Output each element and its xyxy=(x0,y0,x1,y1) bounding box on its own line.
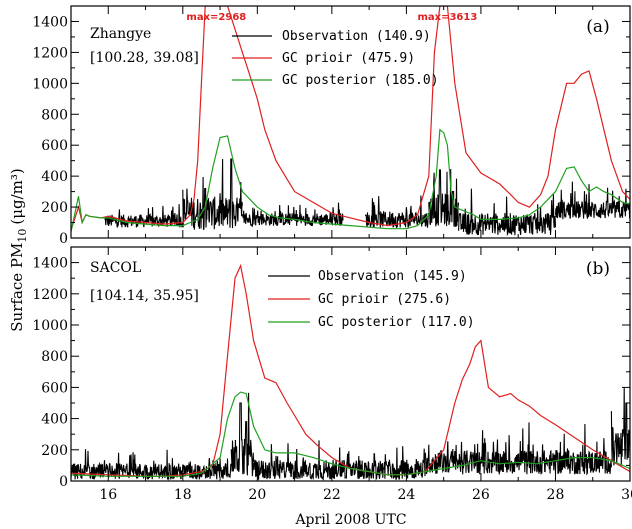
y-tick-label-b: 1400 xyxy=(32,256,68,272)
legend-label-prior: GC prioir (475.9) xyxy=(282,51,415,66)
x-tick-label: 26 xyxy=(472,487,490,503)
legend-a: Observation (140.9) GC prioir (475.9) GC p… xyxy=(232,29,439,88)
y-tick-label-b: 0 xyxy=(59,474,68,490)
legend-label-posterior: GC posterior (117.0) xyxy=(318,315,475,330)
observation-line-a-0 xyxy=(104,204,184,228)
max-annotation: max=2968 xyxy=(186,12,246,23)
x-axis-label: April 2008 UTC xyxy=(294,512,406,528)
posterior-line-b xyxy=(71,391,630,477)
observation-line-a-1 xyxy=(182,158,243,231)
observation-line-a-5 xyxy=(458,188,557,237)
y-tick-label-a: 1200 xyxy=(32,45,68,61)
observation-line-b-0 xyxy=(71,449,232,481)
legend-label-observation: Observation (140.9) xyxy=(282,29,431,44)
legend-b: Observation (145.9) GC prioir (275.6) GC p… xyxy=(268,269,475,330)
station-name-b: SACOL xyxy=(90,260,141,276)
station-name-a: Zhangye xyxy=(90,26,151,42)
legend-label-observation: Observation (145.9) xyxy=(318,269,467,284)
x-tick-label: 18 xyxy=(174,487,192,503)
y-tick-label-a: 1400 xyxy=(32,14,68,30)
panel-a: 0 200 400 600 800 1000 1200 1400 max=2968 max=361… xyxy=(32,5,631,247)
max-annotation: max=3613 xyxy=(417,12,477,23)
x-tick-label: 24 xyxy=(397,487,415,503)
observation-line-b-3 xyxy=(424,422,612,476)
y-tick-label-b: 400 xyxy=(41,412,68,428)
observation-line-a-3 xyxy=(364,195,430,228)
y-tick-label-b: 1200 xyxy=(32,287,68,303)
y-tick-label-a: 400 xyxy=(41,169,68,185)
y-tick-label-a: 600 xyxy=(41,138,68,154)
y-tick-label-b: 800 xyxy=(41,349,68,365)
posterior-line-a xyxy=(71,128,630,232)
station-coords-b: [104.14, 35.95] xyxy=(90,288,199,304)
station-coords-a: [100.28, 39.08] xyxy=(90,50,199,66)
y-tick-label-b: 600 xyxy=(41,380,68,396)
plot-area-b xyxy=(71,263,630,481)
y-tick-label-a: 1000 xyxy=(32,76,68,92)
prior-line-b xyxy=(71,263,630,477)
observation-line-a-2 xyxy=(241,202,344,228)
y-tick-label-b: 1000 xyxy=(32,318,68,334)
panel-b: 0 200 400 600 800 1000 1200 1400 16 18 20 22 24 26 28 3… xyxy=(32,246,632,503)
observation-line-b-2 xyxy=(253,440,426,481)
y-axis-label-sub: 10 xyxy=(16,229,29,243)
y-tick-label-b: 200 xyxy=(41,443,68,459)
y-tick-label-a: 800 xyxy=(41,107,68,123)
y-axis-label-units: (μg/m³) xyxy=(8,168,26,224)
plot-frame-b xyxy=(70,246,631,482)
prior-line-a xyxy=(71,6,630,231)
y-tick-label-a: 200 xyxy=(41,200,68,216)
legend-label-posterior: GC posterior (185.0) xyxy=(282,73,439,88)
plot-area-a xyxy=(71,6,630,237)
x-tick-label: 28 xyxy=(547,487,565,503)
x-tick-label: 30 xyxy=(621,487,632,503)
observation-line-a-6 xyxy=(554,181,630,220)
x-tick-label: 16 xyxy=(99,487,117,503)
y-axis-label-main: Surface PM xyxy=(8,243,26,332)
x-tick-label: 22 xyxy=(323,487,341,503)
observation-line-a-4 xyxy=(428,168,460,227)
observation-line-b-4 xyxy=(610,387,630,466)
y-tick-label-a: 0 xyxy=(59,231,68,247)
legend-label-prior: GC prioir (275.6) xyxy=(318,292,451,307)
observation-line-b-1 xyxy=(230,392,255,477)
plot-frame-a xyxy=(70,5,631,239)
panel-letter-a: (a) xyxy=(586,17,609,37)
x-tick-label: 20 xyxy=(248,487,266,503)
panel-letter-b: (b) xyxy=(586,259,610,279)
y-axis-label: Surface PM10 (μg/m³) xyxy=(8,168,29,331)
